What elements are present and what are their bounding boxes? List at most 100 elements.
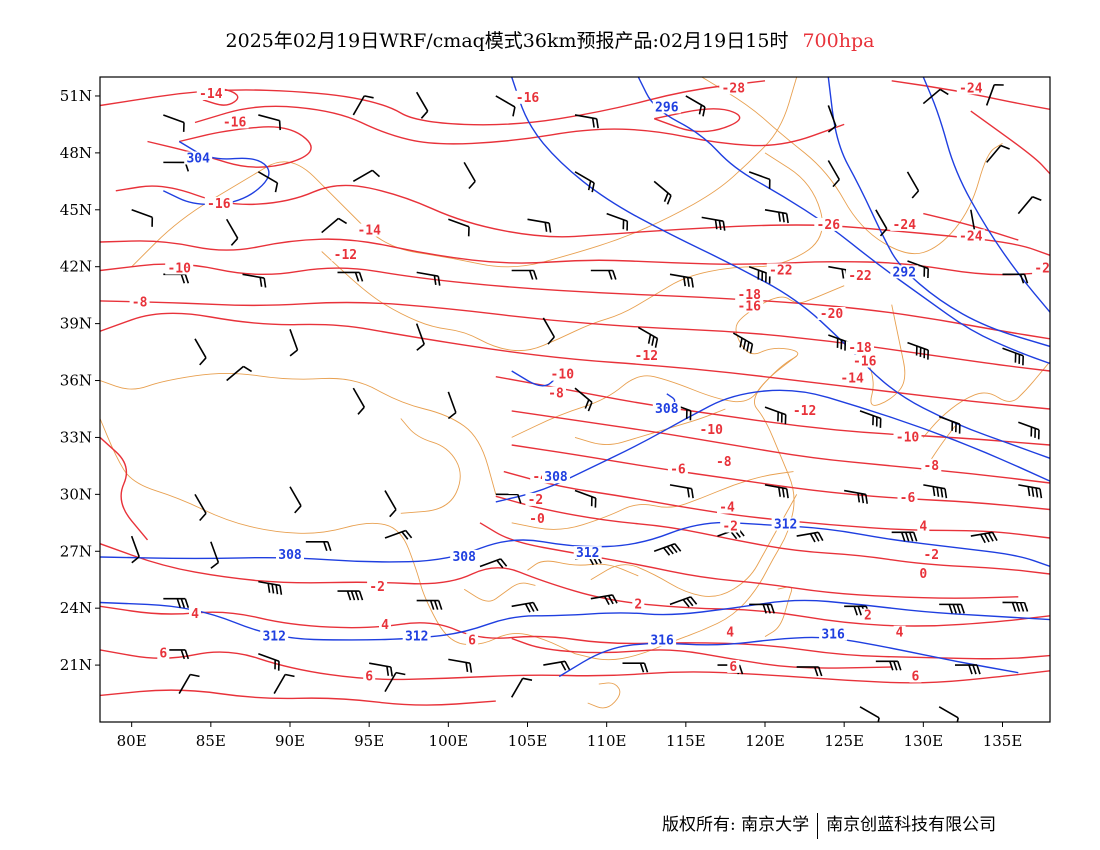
border-line xyxy=(511,471,794,530)
temperature-label: 2 xyxy=(864,609,872,624)
height-label: 316 xyxy=(650,633,674,648)
contour-label-bg xyxy=(157,646,170,660)
lon-label: 125E xyxy=(824,732,864,750)
temperature-label: 4 xyxy=(896,626,904,641)
wind-barb xyxy=(242,273,267,288)
temperature-label: 4 xyxy=(381,618,389,633)
wind-barb xyxy=(163,597,190,608)
temperature-contour-line xyxy=(970,110,1050,175)
temperature-label: 0 xyxy=(919,567,927,582)
height-label: 296 xyxy=(655,100,679,115)
contour-label-bg xyxy=(909,669,922,683)
lat-label: 39N xyxy=(60,315,92,333)
temperature-contour-line xyxy=(479,522,1019,599)
height-label: 304 xyxy=(186,152,210,167)
wind-barb xyxy=(891,531,918,542)
temperature-contour-line xyxy=(100,80,766,126)
pressure-level: 700hpa xyxy=(802,30,875,52)
wind-barb xyxy=(527,218,552,233)
contour-label-bg xyxy=(727,659,740,673)
wind-barb xyxy=(906,171,920,199)
temperature-label: -2 xyxy=(369,580,385,595)
wind-barb xyxy=(305,540,332,552)
border-line xyxy=(463,582,536,602)
wind-barb xyxy=(226,365,253,382)
contour-label-bg xyxy=(846,269,874,283)
wind-barb xyxy=(1018,421,1040,440)
height-contour-line xyxy=(100,521,1050,568)
temperature-label: -24 xyxy=(893,218,917,233)
contour-label-bg xyxy=(890,265,919,279)
contour-label-bg xyxy=(220,115,249,129)
border-line xyxy=(590,494,798,597)
contour-labels: -14 -16-28-16-16-14-12-10-8-26 -24-24-24-2… xyxy=(129,81,1050,684)
temperature-label: -14 xyxy=(199,87,223,102)
wind-barb xyxy=(131,209,154,227)
contour-label-bg xyxy=(861,608,874,622)
wind-barb xyxy=(447,391,457,420)
wind-barb xyxy=(511,269,538,280)
temperature-contour-line xyxy=(115,184,1050,256)
wind-barb xyxy=(415,323,425,351)
height-label: 312 xyxy=(774,518,797,533)
height-contour-line xyxy=(495,389,1050,503)
temperature-contour-line xyxy=(511,444,1050,511)
temperature-contour-line xyxy=(923,212,1019,241)
temperature-contour-line xyxy=(511,637,892,669)
contour-label-bg xyxy=(897,491,918,504)
height-contour-line xyxy=(511,370,560,387)
temperature-label: 2 xyxy=(634,597,642,612)
wind-barb xyxy=(384,671,406,693)
temperature-label: -10 xyxy=(551,368,575,383)
contour-label-bg xyxy=(713,455,734,468)
wind-barb xyxy=(1002,347,1024,366)
contour-label-bg xyxy=(956,81,985,95)
height-label: 316 xyxy=(821,628,845,643)
contour-label-bg xyxy=(196,87,225,100)
wind-barb xyxy=(1002,601,1029,612)
temperature-label: -28 xyxy=(722,81,746,96)
temperature-label: -16 xyxy=(853,355,877,370)
lat-label: 36N xyxy=(60,372,92,390)
lon-label: 80E xyxy=(117,732,147,750)
wind-barb xyxy=(939,603,965,614)
temperature-label: 4 xyxy=(191,607,199,622)
contour-label-bg xyxy=(720,519,741,533)
temperature-label: -22 xyxy=(848,269,871,284)
border-line xyxy=(400,418,461,514)
temperature-label: -10 xyxy=(896,430,920,445)
wind-barb xyxy=(574,171,595,193)
country-borders xyxy=(100,77,1050,709)
temperature-contour-line xyxy=(100,312,1050,410)
contour-label-bg xyxy=(667,462,688,476)
temperature-label: -2 xyxy=(1034,262,1050,277)
wind-barb xyxy=(321,217,348,234)
temperature-label: -16 xyxy=(737,299,761,314)
wind-barb xyxy=(764,484,789,499)
lon-label: 115E xyxy=(666,732,706,750)
wind-barb xyxy=(210,541,220,569)
contour-label-bg xyxy=(697,422,726,436)
contour-label-bg xyxy=(893,625,906,639)
lat-label: 27N xyxy=(60,542,92,560)
temperature-label: 6 xyxy=(911,669,919,684)
contour-label-bg xyxy=(790,403,819,417)
lon-label: 110E xyxy=(587,732,627,750)
temperature-contour-line xyxy=(100,649,1050,684)
wind-barb xyxy=(273,673,295,694)
contour-label-bg xyxy=(850,354,879,368)
temperature-label: -8 xyxy=(132,296,148,311)
temperature-label: 6 xyxy=(159,647,167,662)
contour-label-bg xyxy=(890,217,919,231)
temperature-label: -2 xyxy=(923,548,939,563)
contour-label-bg xyxy=(379,618,391,632)
wind-barb xyxy=(495,95,516,117)
copyright-right: 南京创蓝科技有限公司 xyxy=(826,815,997,835)
temperature-label: -26 xyxy=(817,218,841,233)
wind-barb xyxy=(669,596,698,608)
temperature-label: 6 xyxy=(729,660,737,675)
wind-barb xyxy=(590,269,617,280)
temperature-contour-line xyxy=(891,80,1050,110)
temperature-label: -14 xyxy=(357,224,381,239)
temperature-label: 6 xyxy=(365,669,373,684)
